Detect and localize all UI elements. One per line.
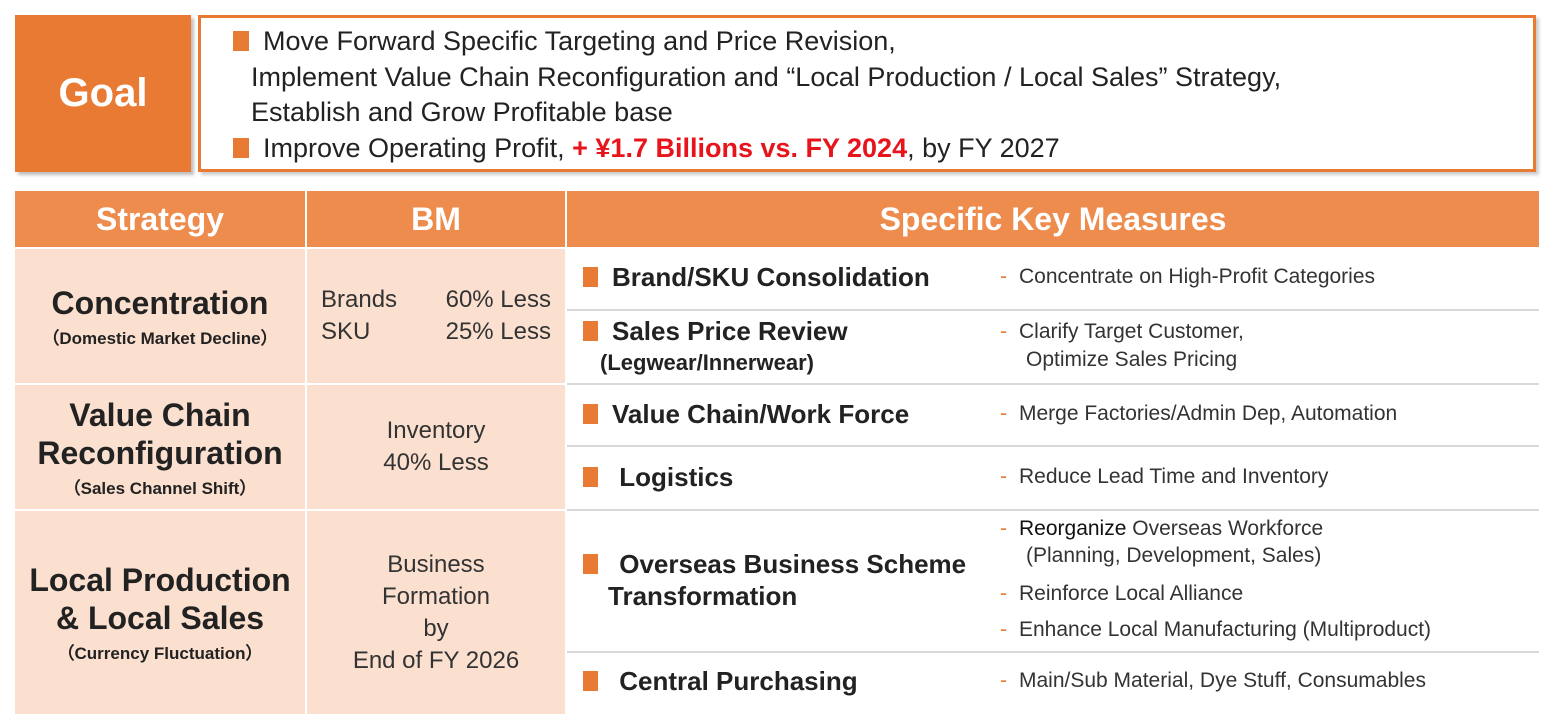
strategy-title-line2: Reconfiguration: [37, 434, 283, 471]
header-strategy: Strategy: [15, 191, 305, 247]
goal-line-2: Implement Value Chain Reconfiguration an…: [251, 62, 1282, 92]
goal-line-1: Move Forward Specific Targeting and Pric…: [233, 26, 896, 57]
bm-row-sku: SKU 25% Less: [321, 318, 551, 345]
strategy-title-line2: & Local Sales: [55, 600, 265, 636]
square-bullet-icon: [233, 31, 249, 51]
profit-target: + ¥1.7 Billions vs. FY 2024: [572, 133, 908, 163]
goal-box: Move Forward Specific Targeting and Pric…: [198, 15, 1536, 172]
measure-brand-sku: Brand/SKU Consolidation - Concentrate on …: [567, 249, 1539, 311]
header-bm: BM: [307, 191, 565, 247]
measure-overseas: Overseas Business Scheme Transformation …: [567, 511, 1539, 653]
measure-sales-price: Sales Price Review (Legwear/Innerwear) -…: [567, 311, 1539, 385]
square-bullet-icon: [583, 554, 598, 574]
measure-central-purchasing: Central Purchasing - Main/Sub Material, D…: [567, 653, 1539, 714]
goal-label: Goal: [15, 15, 191, 172]
strategy-title-line1: Value Chain: [69, 396, 251, 433]
strategy-value-chain: Value Chain Reconfiguration （Sales Chann…: [15, 385, 305, 509]
strategy-title: Concentration: [51, 284, 269, 321]
strategy-concentration: Concentration （Domestic Market Decline）: [15, 249, 305, 383]
bm-local-production: Business Formation by End of FY 2026: [307, 511, 565, 714]
bm-row-brands: Brands 60% Less: [321, 286, 551, 313]
measure-logistics: Logistics - Reduce Lead Time and Inventor…: [567, 447, 1539, 511]
header-measures: Specific Key Measures: [567, 191, 1539, 247]
square-bullet-icon: [583, 467, 598, 487]
bm-value-chain: Inventory 40% Less: [307, 385, 565, 509]
strategy-subtitle: （Domestic Market Decline）: [42, 328, 278, 348]
strategy-local-production: Local Production & Local Sales （Currency…: [15, 511, 305, 714]
square-bullet-icon: [583, 404, 598, 424]
square-bullet-icon: [583, 671, 598, 691]
strategy-title-line1: Local Production: [29, 562, 291, 598]
square-bullet-icon: [583, 321, 598, 341]
square-bullet-icon: [233, 138, 249, 158]
goal-line-4: Improve Operating Profit, + ¥1.7 Billion…: [233, 133, 1060, 164]
goal-line-3: Establish and Grow Profitable base: [251, 97, 673, 127]
square-bullet-icon: [583, 267, 598, 287]
strategy-subtitle: （Sales Channel Shift）: [63, 478, 257, 498]
bm-concentration: Brands 60% Less SKU 25% Less: [307, 249, 565, 383]
strategy-subtitle: （Currency Fluctuation）: [57, 644, 263, 663]
measure-value-chain: Value Chain/Work Force - Merge Factories/…: [567, 385, 1539, 447]
